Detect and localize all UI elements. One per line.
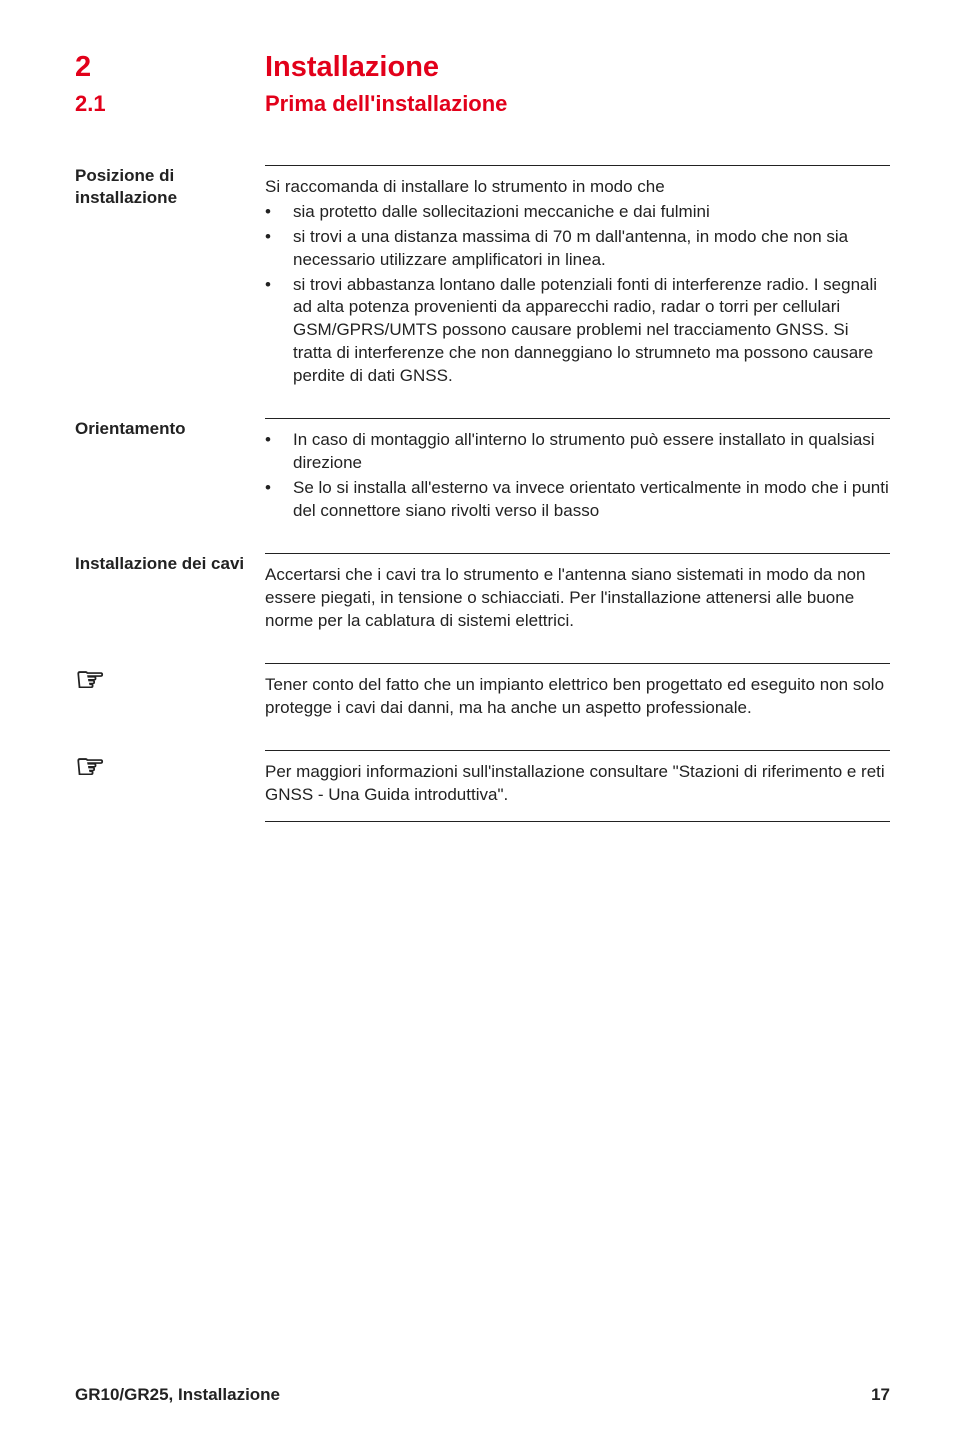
content-note2: Per maggiori informazioni sull'installaz…	[265, 750, 890, 822]
cavi-text: Accertarsi che i cavi tra lo strumento e…	[265, 564, 890, 633]
pointing-hand-icon: ☞	[75, 661, 105, 699]
hand-icon-1: ☞	[75, 663, 265, 722]
content-posizione: Si raccomanda di installare lo strumento…	[265, 165, 890, 390]
section-title: Prima dell'installazione	[265, 91, 507, 117]
block-cavi: Installazione dei cavi Accertarsi che i …	[75, 539, 890, 649]
pointing-hand-icon: ☞	[75, 748, 105, 786]
posizione-intro: Si raccomanda di installare lo strumento…	[265, 176, 890, 199]
chapter-title: Installazione	[265, 50, 439, 85]
hand-icon-2: ☞	[75, 750, 265, 822]
note1-text: Tener conto del fatto che un impianto el…	[265, 674, 890, 720]
chapter-row: 2 Installazione	[75, 50, 890, 85]
content-note1: Tener conto del fatto che un impianto el…	[265, 663, 890, 722]
note2-text: Per maggiori informazioni sull'installaz…	[265, 761, 890, 807]
footer-page-number: 17	[871, 1385, 890, 1405]
list-item: Se lo si installa all'esterno va invece …	[265, 477, 890, 523]
list-item: In caso di montaggio all'interno lo stru…	[265, 429, 890, 475]
list-item: si trovi a una distanza massima di 70 m …	[265, 226, 890, 272]
block-posizione: Posizione di installazione Si raccomanda…	[75, 151, 890, 404]
content-orientamento: In caso di montaggio all'interno lo stru…	[265, 418, 890, 525]
section-number: 2.1	[75, 91, 265, 117]
page-footer: GR10/GR25, Installazione 17	[75, 1385, 890, 1405]
label-orientamento: Orientamento	[75, 418, 265, 525]
label-posizione: Posizione di installazione	[75, 165, 265, 390]
posizione-list: sia protetto dalle sollecitazioni meccan…	[265, 201, 890, 389]
list-item: si trovi abbastanza lontano dalle potenz…	[265, 274, 890, 389]
block-orientamento: Orientamento In caso di montaggio all'in…	[75, 404, 890, 539]
page: 2 Installazione 2.1 Prima dell'installaz…	[0, 0, 960, 1445]
orientamento-list: In caso di montaggio all'interno lo stru…	[265, 429, 890, 523]
content-cavi: Accertarsi che i cavi tra lo strumento e…	[265, 553, 890, 635]
block-note1: ☞ Tener conto del fatto che un impianto …	[75, 649, 890, 736]
chapter-number: 2	[75, 50, 265, 85]
footer-left: GR10/GR25, Installazione	[75, 1385, 280, 1405]
section-row: 2.1 Prima dell'installazione	[75, 91, 890, 117]
list-item: sia protetto dalle sollecitazioni meccan…	[265, 201, 890, 224]
label-cavi: Installazione dei cavi	[75, 553, 265, 635]
block-note2: ☞ Per maggiori informazioni sull'install…	[75, 736, 890, 836]
